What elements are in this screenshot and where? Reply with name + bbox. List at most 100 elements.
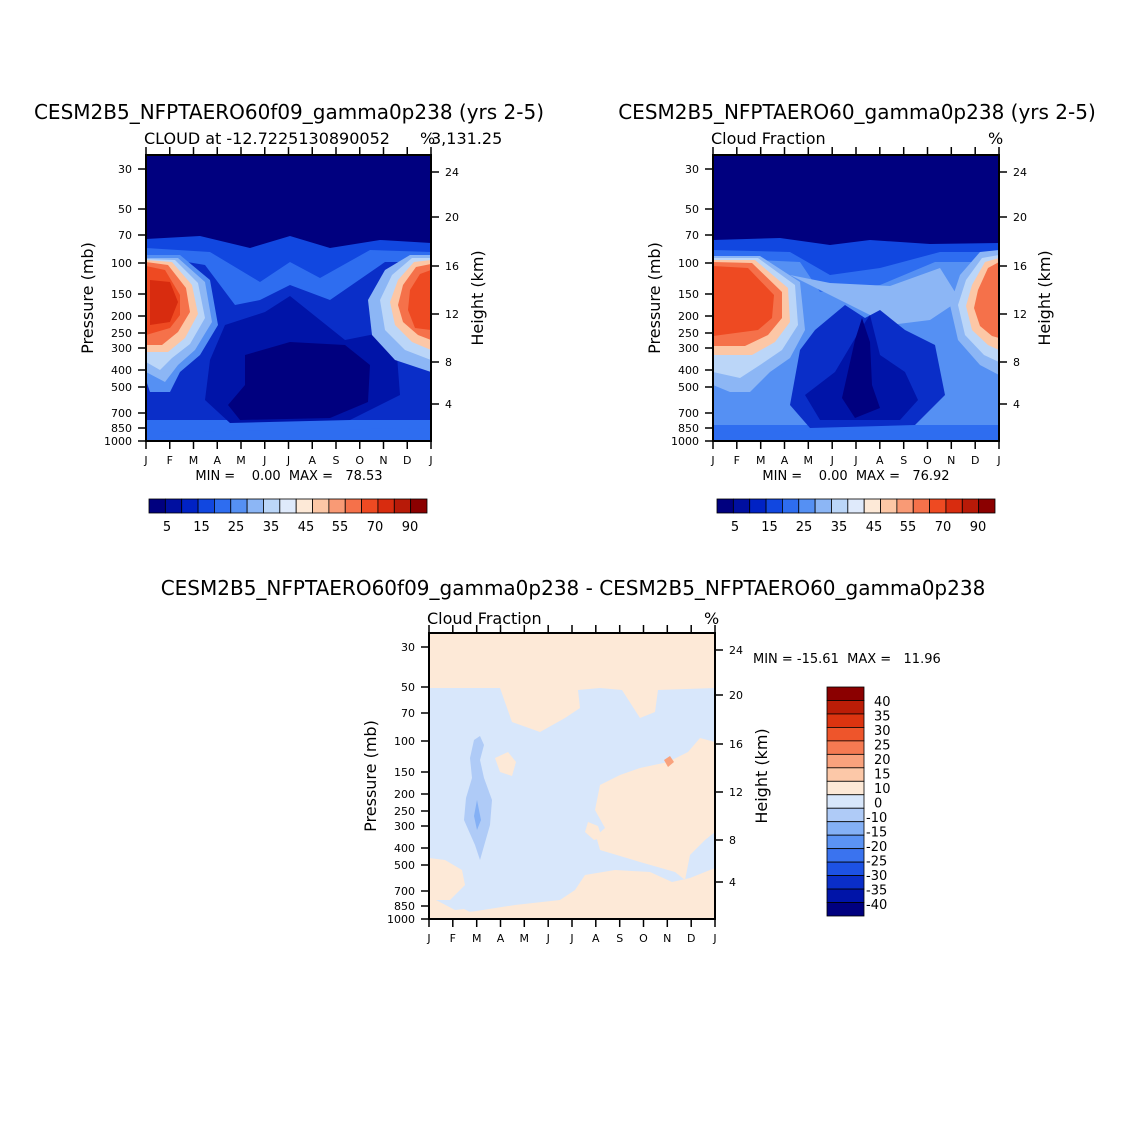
colorbar-swatches [716, 498, 996, 514]
x-tick-label: J [569, 932, 573, 945]
x-tick-label: J [830, 454, 834, 467]
y-tick-label: 700 [111, 407, 132, 420]
colorbar-label: 10 [874, 782, 891, 797]
panel-b-ticks [705, 147, 1007, 449]
panel-b-x-tick-labels: J F M A M J J A S O N D J [710, 454, 1000, 467]
y-tick-label: 70 [685, 229, 699, 242]
colorbar-swatch [912, 498, 930, 514]
colorbar-swatch [826, 780, 865, 796]
x-tick-label: S [333, 454, 340, 467]
colorbar-label: 25 [874, 739, 891, 754]
colorbar-swatch [765, 498, 783, 514]
colorbar-swatch [826, 902, 865, 917]
y-tick-label: 100 [111, 257, 132, 270]
panel-b-subtitle: Cloud Fraction [711, 129, 826, 148]
x-tick-label: A [876, 454, 884, 467]
panel-c-subtitle: Cloud Fraction [427, 609, 542, 628]
y-tick-label: 400 [394, 842, 415, 855]
panel-a-subtitle: CLOUD at -12.7225130890052 [144, 129, 390, 148]
colorbar-label: -15 [866, 826, 887, 841]
panel-b-colorbar: 5 15 25 35 45 55 70 90 [716, 498, 996, 535]
panel-a-x-tick-labels: J F M A M J J A S O N D J [143, 454, 432, 467]
x-tick-label: J [428, 454, 432, 467]
colorbar-label: 35 [874, 710, 891, 725]
x-tick-label: N [663, 932, 671, 945]
height-tick-label: 12 [729, 786, 743, 799]
colorbar-label: 45 [866, 520, 883, 535]
colorbar-swatch [246, 498, 264, 514]
colorbar-swatch [826, 713, 865, 728]
colorbar-swatch [263, 498, 281, 514]
colorbar-swatch [361, 498, 379, 514]
colorbar-swatch [328, 498, 346, 514]
colorbar-swatch [377, 498, 395, 514]
colorbar-label: 15 [874, 768, 891, 783]
colorbar-swatch [148, 498, 166, 514]
colorbar-swatch [826, 834, 865, 850]
colorbar-swatch [826, 875, 865, 890]
panel-a-y-tick-labels: 30 50 70 100 150 200 250 300 400 500 700… [104, 163, 132, 448]
y-tick-label: 30 [401, 641, 415, 654]
height-tick-label: 4 [1013, 398, 1020, 411]
y-tick-label: 250 [394, 805, 415, 818]
y-tick-label: 850 [111, 422, 132, 435]
colorbar-label: 5 [163, 520, 171, 535]
panel-a-colorbar: 5 15 25 35 45 55 70 90 [148, 498, 428, 535]
y-tick-label: 250 [678, 327, 699, 340]
panel-a-units: % [420, 129, 435, 148]
y-tick-label: 300 [394, 820, 415, 833]
x-tick-label: O [923, 454, 932, 467]
colorbar-label: -35 [866, 884, 887, 899]
x-tick-label: J [853, 454, 857, 467]
panel-c-colorbar: 40 35 30 25 20 15 10 0 -10 -15 -20 -25 -… [826, 686, 891, 917]
colorbar-swatch [410, 498, 428, 514]
colorbar-swatch [197, 498, 215, 514]
colorbar-label: 45 [298, 520, 315, 535]
x-tick-label: A [781, 454, 789, 467]
x-tick-label: D [403, 454, 411, 467]
x-tick-label: D [971, 454, 979, 467]
y-tick-label: 1000 [104, 435, 132, 448]
x-tick-label: S [900, 454, 907, 467]
colorbar-swatch [826, 888, 865, 903]
colorbar-label: 70 [367, 520, 384, 535]
x-tick-label: A [213, 454, 221, 467]
x-tick-label: J [143, 454, 147, 467]
colorbar-swatch [826, 848, 865, 863]
colorbar-swatch [814, 498, 832, 514]
panel-a-min-max: MIN = 0.00 MAX = 78.53 [195, 469, 382, 484]
y-tick-label: 400 [678, 364, 699, 377]
panel-b-right-tick-labels: 24 20 16 12 8 4 [1013, 166, 1027, 411]
y-tick-label: 70 [401, 707, 415, 720]
x-tick-label: A [497, 932, 505, 945]
x-tick-label: N [379, 454, 387, 467]
x-tick-label: N [947, 454, 955, 467]
y-tick-label: 200 [111, 310, 132, 323]
x-tick-label: J [546, 932, 550, 945]
panel-c-x-tick-labels: J F M A M J J A S O N D J [426, 932, 716, 945]
panel-c-units: % [704, 609, 719, 628]
y-tick-label: 150 [678, 288, 699, 301]
colorbar-swatch [826, 727, 865, 742]
panel-c-y-tick-labels: 30 50 70 100 150 200 250 300 400 500 700… [387, 641, 415, 926]
height-tick-label: 8 [445, 356, 452, 369]
colorbar-swatch [826, 794, 865, 809]
panel-b-title: CESM2B5_NFPTAERO60_gamma0p238 (yrs 2-5) [618, 100, 1096, 124]
x-tick-label: J [996, 454, 1000, 467]
colorbar-swatch [164, 498, 183, 514]
y-tick-label: 30 [118, 163, 132, 176]
panel-a-title: CESM2B5_NFPTAERO60f09_gamma0p238 (yrs 2-… [34, 100, 544, 124]
colorbar-label: -10 [866, 811, 887, 826]
colorbar-label: 35 [263, 520, 280, 535]
colorbar-label: 25 [796, 520, 813, 535]
panel-c-ticks [421, 625, 723, 927]
y-tick-label: 850 [394, 900, 415, 913]
panel-c-y-axis-label: Pressure (mb) [361, 720, 380, 832]
height-tick-label: 12 [1013, 308, 1027, 321]
panel-c: CESM2B5_NFPTAERO60f09_gamma0p238 - CESM2… [161, 576, 986, 945]
colorbar-swatch [798, 498, 816, 514]
panel-b-min-max: MIN = 0.00 MAX = 76.92 [762, 469, 949, 484]
colorbar-label: 55 [900, 520, 917, 535]
y-tick-label: 200 [678, 310, 699, 323]
colorbar-swatch [826, 861, 865, 876]
